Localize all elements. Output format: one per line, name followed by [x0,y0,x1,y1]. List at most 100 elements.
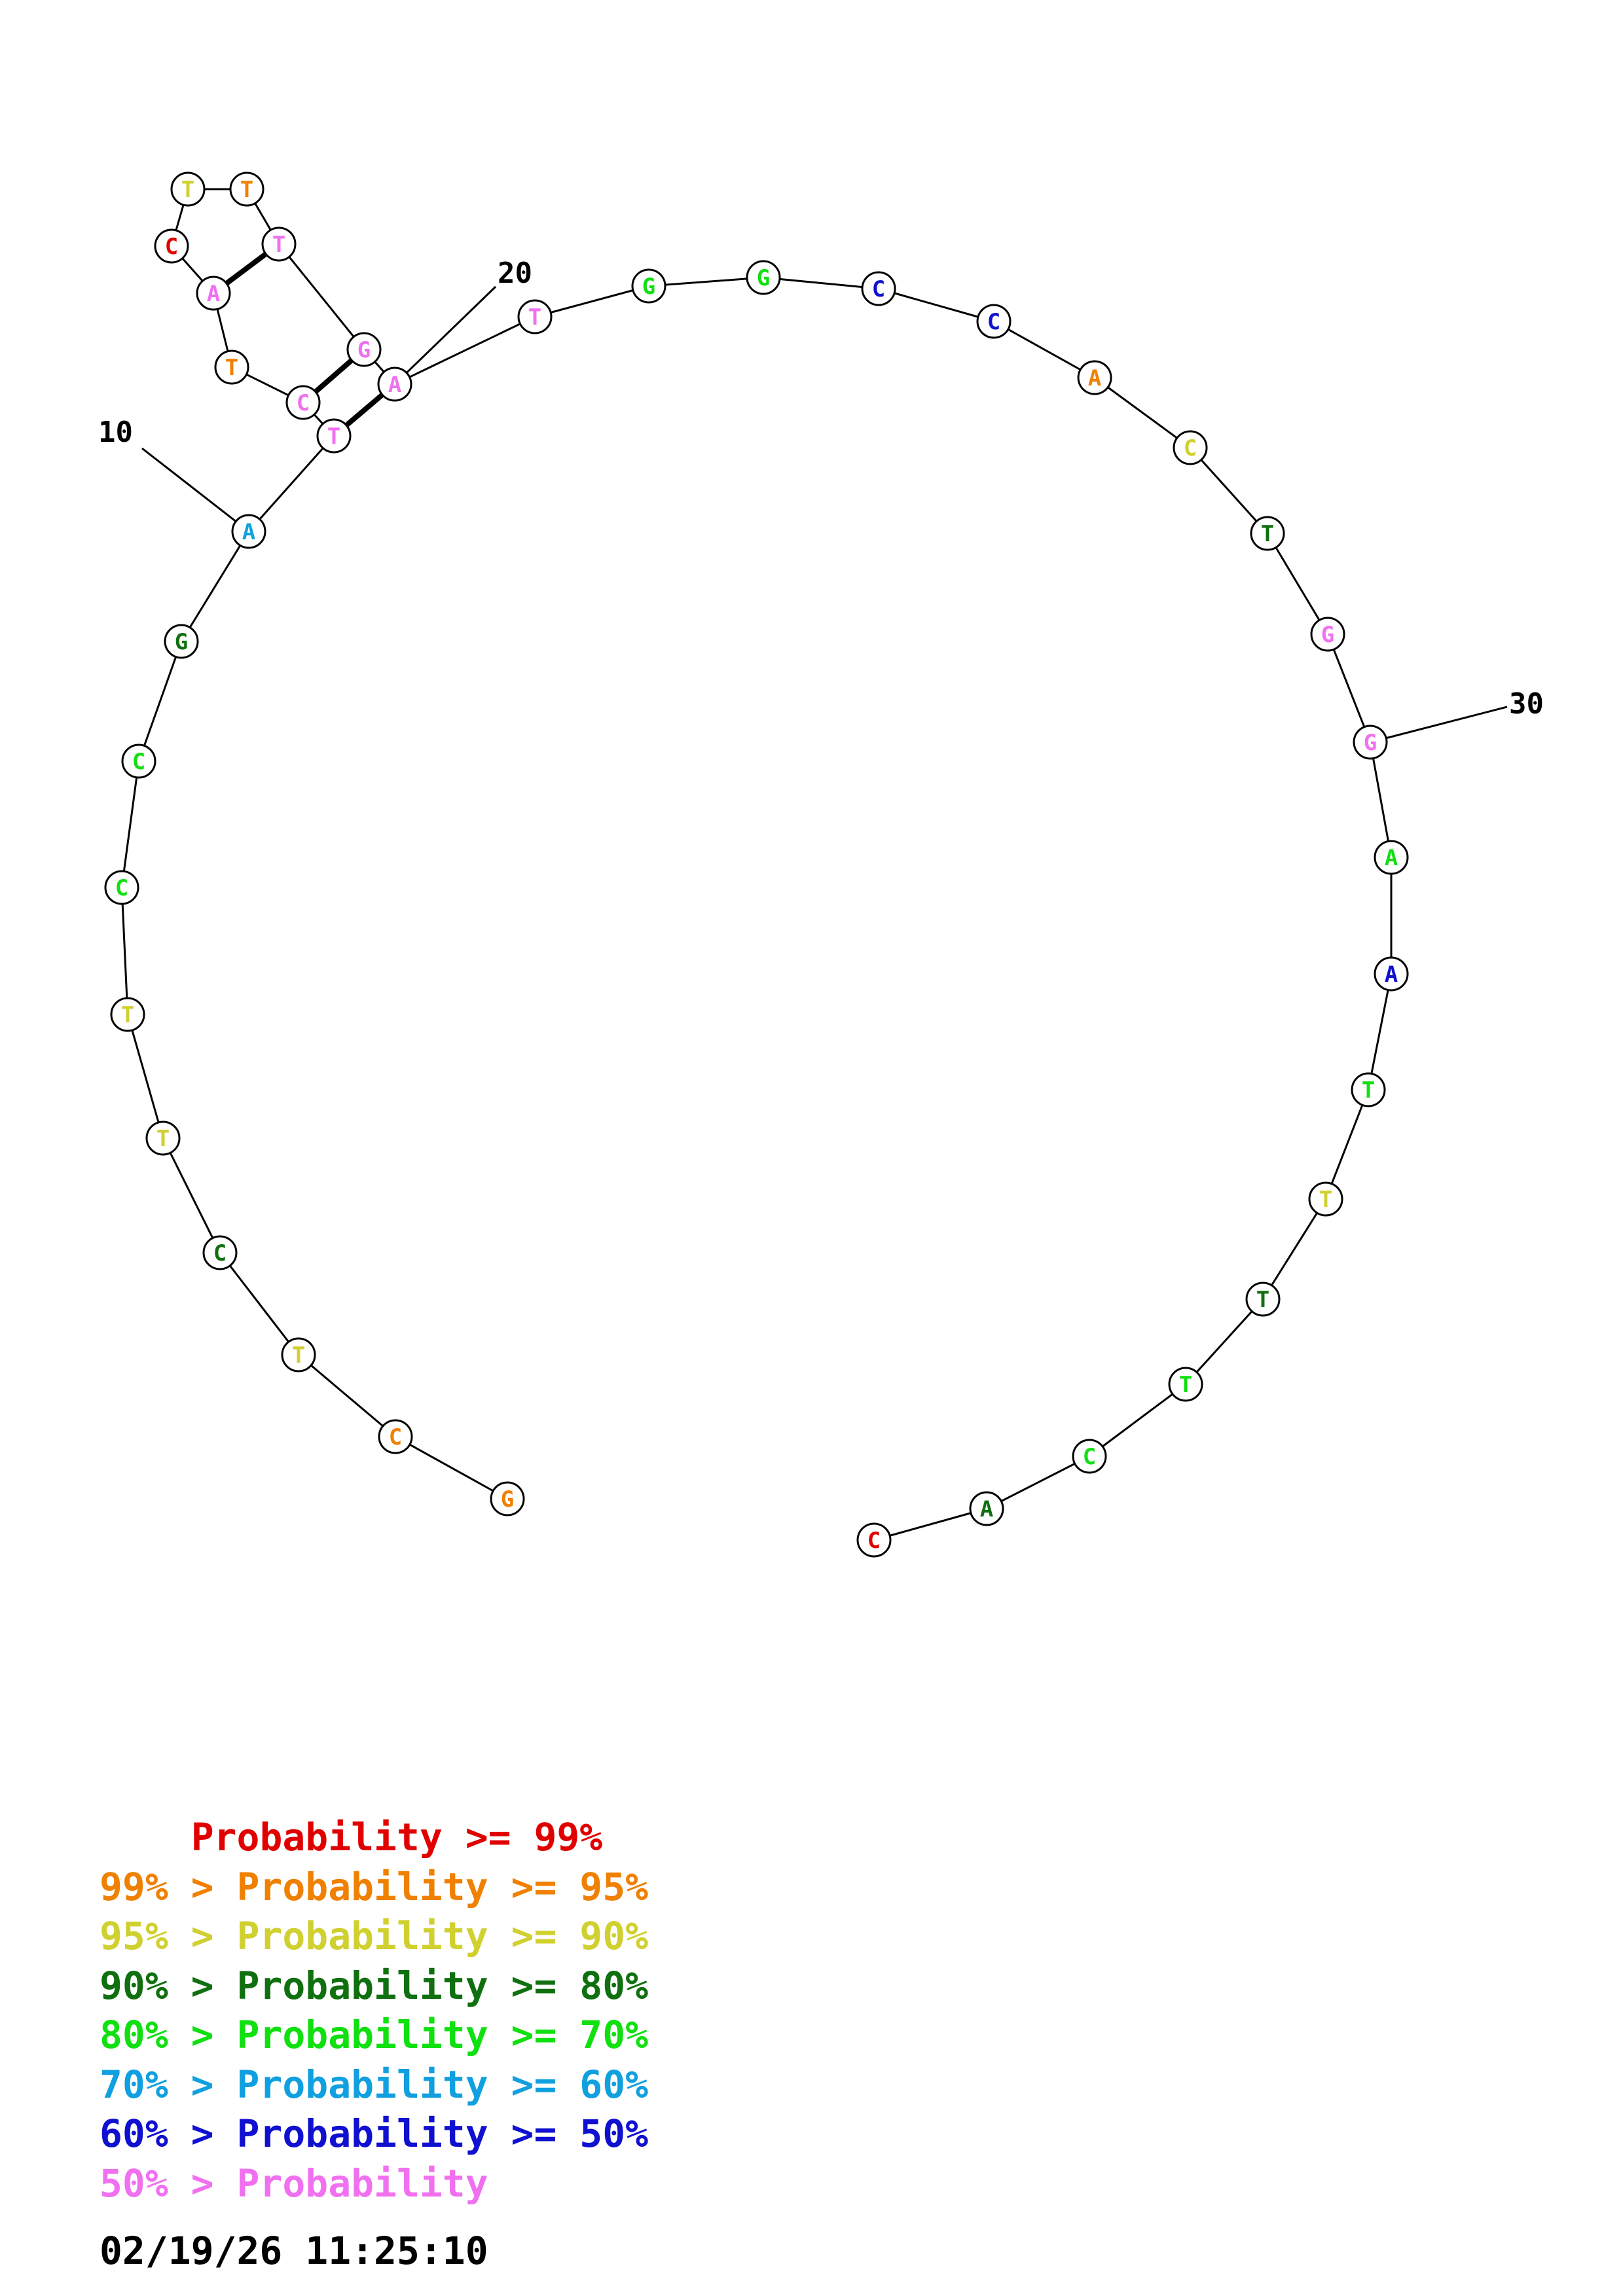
nucleotide: T [229,171,264,207]
nucleotide: G [346,332,382,367]
nucleotide-circle [104,870,139,905]
nucleotide: T [1351,1072,1386,1107]
nucleotide-letter: T [121,1002,134,1028]
nucleotide-circle [214,350,249,385]
backbone-segment [648,276,764,287]
nucleotide-circle [969,1491,1004,1526]
nucleotide-circle [1245,1282,1281,1317]
index-tick-label: 10 [98,416,133,449]
nucleotide: T [110,997,145,1032]
nucleotide: G [1353,725,1388,760]
nucleotide-circle [631,268,666,304]
nucleotide: A [1374,956,1409,992]
nucleotide-letter: T [1362,1077,1375,1103]
legend-text: Probability >= 95% [236,1864,649,1909]
nucleotide-circle [1308,1181,1343,1217]
legend-prefix: 95% > [100,1914,237,1958]
nucleotide: C [285,385,321,420]
nucleotide: T [1245,1282,1281,1317]
nucleotide-circle [377,367,412,402]
nucleotide-circle [1173,430,1208,465]
index-tick-label: 30 [1509,687,1544,721]
nucleotide-letter: A [388,372,401,398]
nucleotide-letter: C [297,390,310,416]
backbone-segment [278,243,365,350]
nucleotide-circle [346,332,382,367]
nucleotide: C [976,304,1012,339]
nucleotide: T [170,171,206,207]
nucleotide-letter: G [357,337,371,363]
backbone-segment [1324,1089,1370,1200]
backbone-segment [1094,376,1191,449]
nucleotide-letter: C [867,1528,881,1554]
nucleotide-circle [1310,617,1345,652]
legend-row: 95% > Probability >= 90% [100,1912,648,1962]
nucleotide-circle [976,304,1012,339]
legend-text: Probability >= 70% [236,2013,649,2057]
nucleotide: G [631,268,666,304]
legend-prefix [100,1815,191,1859]
nucleotide-letter: G [1321,622,1334,648]
nucleotide: C [121,744,156,779]
nucleotide-letter: G [501,1486,514,1513]
nucleotide-letter: A [1385,961,1398,988]
legend-prefix: 99% > [100,1864,237,1909]
nucleotide-letter: G [1364,730,1377,756]
nucleotide: C [378,1419,413,1454]
nucleotide-letter: A [242,519,255,545]
probability-legend: Probability >= 99% 99% > Probability >= 9… [100,1813,648,2208]
legend-text: Probability >= 90% [236,1914,649,1958]
nucleotide-letter: A [1385,845,1398,871]
nucleotide-circle [490,1481,525,1516]
legend-row: 70% > Probability >= 60% [100,2060,648,2110]
backbone-segment [534,285,649,318]
legend-row: Probability >= 99% [100,1813,648,1863]
nucleotide-letter: G [175,629,188,655]
nucleotide-letter: T [1261,521,1274,547]
backbone-segment [1189,446,1269,535]
index-tick-line [1370,706,1508,744]
index-tick-label: 20 [498,257,532,290]
nucleotide-circle [229,171,264,207]
nucleotide: T [281,1337,316,1372]
nucleotide: T [214,350,249,385]
legend-row: 99% > Probability >= 95% [100,1863,648,1912]
nucleotide-letter: C [213,1240,227,1266]
nucleotide-letter: C [165,234,178,260]
legend-row: 80% > Probability >= 70% [100,2011,648,2060]
nucleotide-letter: T [156,1126,170,1152]
nucleotide-circle [261,226,297,262]
nucleotide: T [316,418,352,454]
nucleotide: T [517,299,553,334]
timestamp: 02/19/26 11:25:10 [100,2229,488,2273]
nucleotide-letter: T [1256,1287,1269,1313]
nucleotide-circle [746,260,781,295]
index-tick-line [393,285,497,386]
nucleotide-letter: C [872,276,885,302]
backbone-segment [180,531,250,642]
backbone-segment [1262,1198,1327,1300]
backbone-segment [137,641,183,762]
legend-row: 90% > Probability >= 80% [100,1962,648,2011]
nucleotide: T [1168,1367,1203,1402]
legend-prefix: 60% > [100,2111,237,2156]
nucleotide: T [145,1121,181,1156]
nucleotide-circle [1077,360,1112,395]
nucleotide: T [261,226,297,262]
nucleotide-circle [1250,516,1285,551]
backbone-segment [986,1455,1090,1510]
nucleotide-letter: A [207,281,220,307]
backbone-segment [162,1138,221,1253]
backbone-segment [120,887,129,1015]
nucleotide: G [1310,617,1345,652]
nucleotide-circle [1072,1439,1107,1474]
backbone-segment [1266,533,1329,635]
legend-text: Probability [236,2161,488,2206]
backbone-segment [873,1507,987,1541]
legend-row: 50% > Probability [100,2159,648,2209]
legend-text: Probability >= 60% [236,2062,649,2107]
nucleotide-letter: C [389,1424,402,1450]
backbone-segment [1367,973,1393,1090]
nucleotide-circle [170,171,206,207]
